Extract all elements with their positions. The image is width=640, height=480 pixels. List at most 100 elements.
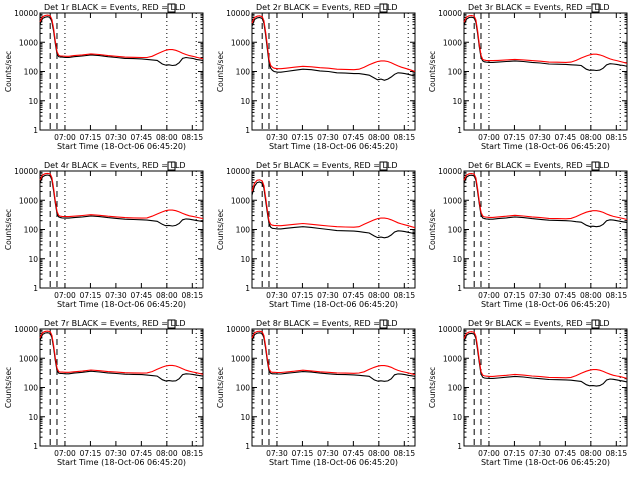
chart-title: Det 7r BLACK = Events, RED = LLD <box>44 319 186 328</box>
series-line-events <box>251 332 416 382</box>
chart-panel-6: Det 6r BLACK = Events, RED = LLD 1 10 100 10… <box>428 161 628 309</box>
x-tick-label: 07:00 <box>54 133 76 142</box>
x-tick-label: 07:15 <box>292 291 314 300</box>
y-tick-label: 100 <box>236 384 251 393</box>
x-tick-label: 08:15 <box>181 133 203 142</box>
y-axis-label: Counts/sec <box>216 51 225 92</box>
x-tick-label: 07:30 <box>266 133 288 142</box>
x-tick-label: 07:15 <box>504 133 526 142</box>
x-tick-label: 07:45 <box>131 291 153 300</box>
legend-box <box>167 161 176 171</box>
x-tick-label: 08:15 <box>605 449 627 458</box>
x-tick-label: 07:00 <box>478 133 500 142</box>
y-tick-label: 1000 <box>231 354 250 363</box>
x-tick-label: 08:15 <box>393 449 415 458</box>
y-tick-label: 10 <box>452 255 462 264</box>
x-tick-label: 08:00 <box>368 449 390 458</box>
chart-panel-2: Det 2r BLACK = Events, RED = LLD 1 10 100 10… <box>216 3 416 151</box>
y-tick-label: 100 <box>24 68 39 77</box>
chart-title: Det 3r BLACK = Events, RED = LLD <box>468 3 610 12</box>
x-tick-label: 07:45 <box>555 449 577 458</box>
chart-panel-1: Det 1r BLACK = Events, RED = LLD 1 10 100 10… <box>4 3 204 151</box>
x-tick-label: 08:00 <box>156 449 178 458</box>
x-tick-label: 07:30 <box>266 291 288 300</box>
y-axis-label: Counts/sec <box>4 51 13 92</box>
x-axis-label: Start Time (18-Oct-06 06:45:20) <box>57 458 186 467</box>
legend-box <box>591 319 600 329</box>
x-tick-label: 07:30 <box>529 133 551 142</box>
x-tick-label: 07:30 <box>317 133 339 142</box>
series-line-events <box>251 16 416 81</box>
y-tick-label: 10 <box>28 255 38 264</box>
chart-title: Det 6r BLACK = Events, RED = LLD <box>468 161 610 170</box>
y-tick-label: 1000 <box>443 354 462 363</box>
series-line-lld <box>463 331 628 379</box>
x-tick-label: 07:15 <box>504 291 526 300</box>
chart-title: Det 2r BLACK = Events, RED = LLD <box>256 3 398 12</box>
plot-frame <box>251 170 416 289</box>
series-line-lld <box>463 14 628 64</box>
x-axis-label: Start Time (18-Oct-06 06:45:20) <box>269 458 398 467</box>
series-line-events <box>463 16 628 72</box>
series-line-lld <box>463 172 628 221</box>
x-axis-label: Start Time (18-Oct-06 06:45:20) <box>481 300 610 309</box>
x-tick-label: 08:00 <box>368 133 390 142</box>
chart-panel-3: Det 3r BLACK = Events, RED = LLD 1 10 100 10… <box>428 3 628 151</box>
y-axis-label: Counts/sec <box>4 367 13 408</box>
plot-frame <box>39 170 204 289</box>
x-axis-label: Start Time (18-Oct-06 06:45:20) <box>481 458 610 467</box>
x-tick-label: 07:15 <box>80 449 102 458</box>
y-tick-label: 10000 <box>226 167 250 176</box>
y-tick-label: 1 <box>245 442 250 451</box>
x-tick-label: 07:15 <box>292 449 314 458</box>
series-line-events <box>39 174 204 227</box>
y-tick-label: 1000 <box>231 38 250 47</box>
series-line-lld <box>39 14 204 60</box>
y-tick-label: 100 <box>24 384 39 393</box>
plot-frame <box>251 328 416 447</box>
y-axis-label: Counts/sec <box>428 209 437 250</box>
x-axis-label: Start Time (18-Oct-06 06:45:20) <box>57 300 186 309</box>
legend-box <box>379 161 388 171</box>
y-tick-label: 1 <box>33 284 38 293</box>
y-axis-label: Counts/sec <box>216 367 225 408</box>
series-line-lld <box>251 15 416 73</box>
x-tick-label: 08:00 <box>580 133 602 142</box>
series-line-events <box>463 332 628 387</box>
x-tick-label: 08:00 <box>156 291 178 300</box>
legend-box <box>591 161 600 171</box>
x-tick-label: 07:45 <box>343 133 365 142</box>
x-tick-label: 07:00 <box>54 291 76 300</box>
x-tick-label: 08:15 <box>393 133 415 142</box>
x-tick-label: 07:30 <box>105 133 127 142</box>
x-tick-label: 08:15 <box>605 133 627 142</box>
y-tick-label: 1 <box>457 442 462 451</box>
y-axis-label: Counts/sec <box>428 51 437 92</box>
chart-title: Det 5r BLACK = Events, RED = LLD <box>256 161 398 170</box>
series-line-events <box>463 174 628 228</box>
x-tick-label: 07:30 <box>529 291 551 300</box>
y-tick-label: 1000 <box>231 196 250 205</box>
y-tick-label: 100 <box>236 226 251 235</box>
x-axis-label: Start Time (18-Oct-06 06:45:20) <box>57 142 186 151</box>
x-tick-label: 07:00 <box>54 449 76 458</box>
y-axis-label: Counts/sec <box>4 209 13 250</box>
chart-panel-5: Det 5r BLACK = Events, RED = LLD 1 10 100 10… <box>216 161 416 309</box>
legend-box <box>167 319 176 329</box>
x-tick-label: 08:15 <box>393 291 415 300</box>
series-line-lld <box>251 179 416 229</box>
x-tick-label: 07:45 <box>131 133 153 142</box>
y-tick-label: 10 <box>240 97 250 106</box>
x-tick-label: 07:30 <box>317 291 339 300</box>
y-tick-label: 10 <box>240 255 250 264</box>
y-tick-label: 10000 <box>438 9 462 18</box>
chart-panel-9: Det 9r BLACK = Events, RED = LLD 1 10 100 10… <box>428 319 628 467</box>
y-tick-label: 10 <box>28 97 38 106</box>
x-tick-label: 07:00 <box>478 449 500 458</box>
chart-title: Det 4r BLACK = Events, RED = LLD <box>44 161 186 170</box>
y-tick-label: 10 <box>28 413 38 422</box>
plot-frame <box>463 170 628 289</box>
y-tick-label: 10000 <box>14 9 38 18</box>
x-tick-label: 08:00 <box>580 449 602 458</box>
x-tick-label: 07:45 <box>555 291 577 300</box>
